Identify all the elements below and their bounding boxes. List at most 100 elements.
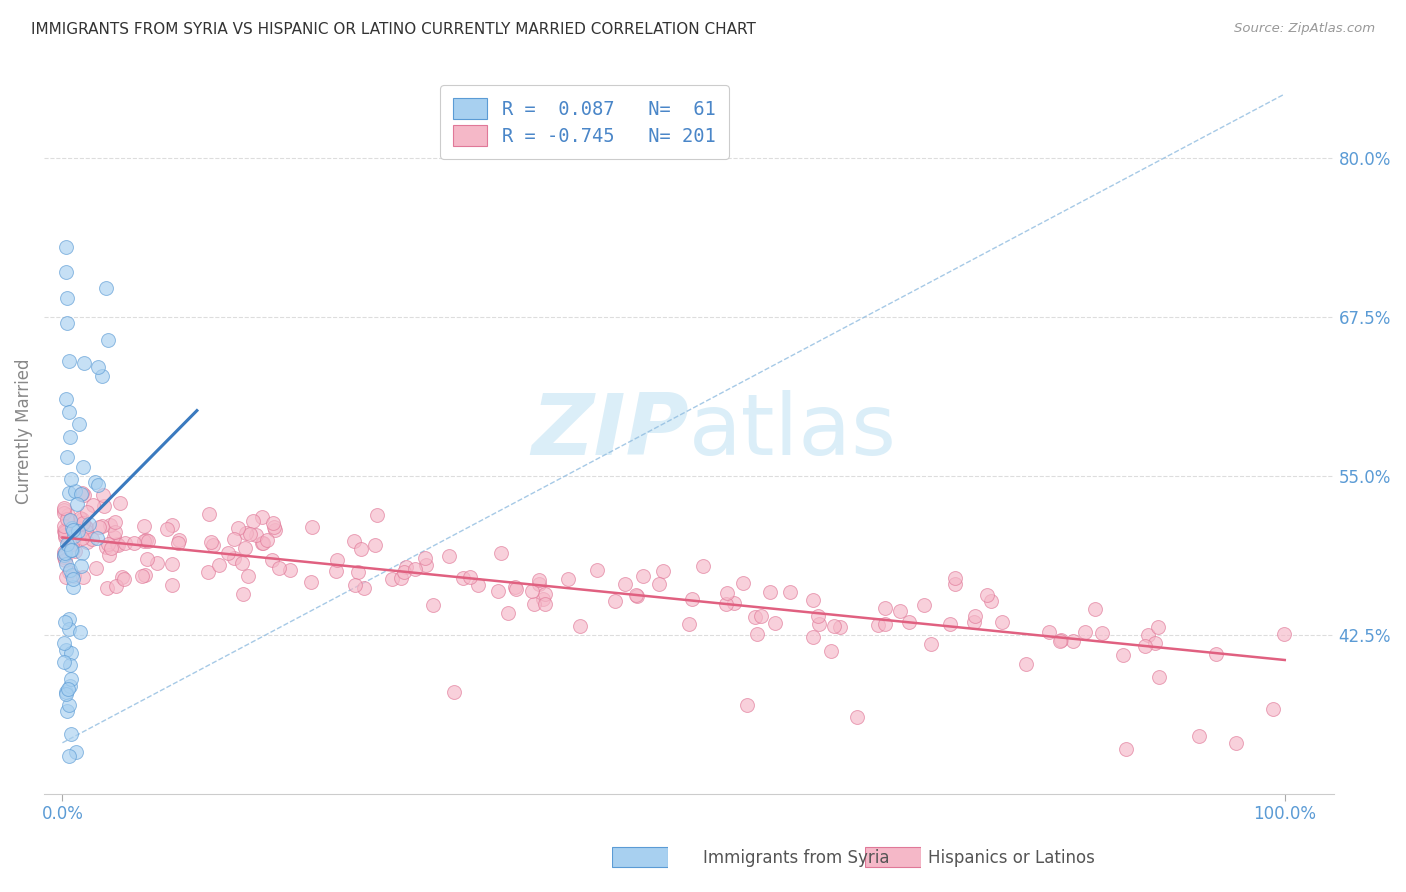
Point	[62, 569, 84, 583]
Point	[252, 536, 274, 550]
Point	[104, 515, 127, 529]
Point	[77, 517, 100, 532]
Point	[160, 558, 183, 572]
Point	[156, 522, 179, 536]
Point	[404, 561, 426, 575]
Point	[134, 518, 156, 533]
Point	[232, 587, 254, 601]
Point	[486, 584, 509, 599]
Point	[58, 405, 80, 419]
Point	[990, 615, 1012, 629]
Point	[56, 682, 79, 697]
Point	[963, 615, 986, 629]
Point	[96, 581, 118, 595]
Point	[233, 541, 256, 556]
Point	[744, 609, 766, 624]
Point	[239, 527, 262, 541]
Point	[90, 368, 112, 383]
Point	[66, 497, 89, 511]
Point	[1188, 730, 1211, 744]
Point	[413, 551, 436, 566]
Point	[198, 507, 221, 521]
Legend: R =  0.087   N=  61, R = -0.745   N= 201: R = 0.087 N= 61, R = -0.745 N= 201	[440, 85, 730, 159]
Point	[1135, 639, 1157, 653]
Point	[59, 679, 82, 693]
Point	[603, 594, 626, 608]
Point	[569, 619, 592, 633]
Point	[197, 566, 219, 580]
Point	[167, 533, 190, 548]
Point	[520, 584, 543, 599]
Point	[353, 581, 375, 595]
Point	[1074, 625, 1097, 640]
Point	[136, 533, 159, 548]
Point	[912, 598, 935, 612]
Bar	[612, 847, 668, 867]
Point	[1147, 620, 1170, 634]
Point	[262, 516, 284, 531]
Point	[58, 565, 80, 579]
Point	[222, 532, 245, 546]
Point	[60, 727, 83, 741]
Point	[1050, 633, 1073, 648]
Point	[523, 597, 546, 611]
Point	[534, 597, 557, 611]
Point	[135, 533, 157, 548]
Point	[242, 514, 264, 528]
Point	[467, 577, 489, 591]
Point	[1038, 624, 1060, 639]
Point	[56, 704, 79, 718]
Point	[1263, 701, 1285, 715]
Point	[269, 561, 291, 575]
Point	[104, 524, 127, 539]
Point	[76, 505, 98, 519]
Point	[111, 570, 134, 584]
Point	[58, 486, 80, 500]
Point	[807, 608, 830, 623]
Point	[59, 563, 82, 577]
Point	[325, 565, 347, 579]
Point	[624, 588, 647, 602]
Point	[235, 526, 257, 541]
Point	[1084, 602, 1107, 616]
Point	[873, 617, 896, 632]
Point	[53, 615, 76, 629]
Point	[1014, 657, 1036, 671]
Point	[52, 501, 75, 516]
Point	[678, 616, 700, 631]
Point	[55, 553, 77, 567]
Point	[939, 617, 962, 632]
Point	[62, 523, 84, 537]
Point	[217, 546, 239, 560]
Point	[55, 687, 77, 701]
Point	[72, 570, 94, 584]
Point	[58, 748, 80, 763]
Point	[1115, 742, 1137, 756]
Point	[132, 534, 155, 549]
Point	[1049, 634, 1071, 648]
Point	[56, 537, 79, 551]
Point	[692, 559, 714, 574]
Point	[299, 575, 322, 590]
Point	[366, 508, 388, 522]
Point	[889, 604, 911, 618]
Point	[343, 534, 366, 549]
Point	[52, 507, 75, 521]
Text: Hispanics or Latinos: Hispanics or Latinos	[928, 849, 1095, 867]
Point	[52, 548, 75, 562]
Point	[97, 537, 120, 551]
Point	[458, 570, 481, 584]
Point	[131, 568, 153, 582]
Point	[72, 459, 94, 474]
Point	[759, 584, 782, 599]
Point	[59, 513, 82, 527]
Point	[943, 577, 966, 591]
Point	[56, 512, 79, 526]
Point	[1111, 648, 1133, 663]
Text: Source: ZipAtlas.com: Source: ZipAtlas.com	[1234, 22, 1375, 36]
Point	[529, 577, 551, 591]
Point	[56, 450, 79, 464]
Point	[830, 620, 852, 634]
Point	[53, 528, 76, 542]
Point	[55, 570, 77, 584]
